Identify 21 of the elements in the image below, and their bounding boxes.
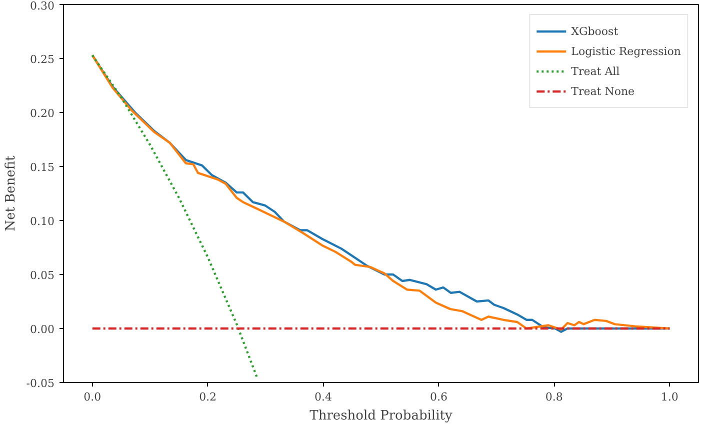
x-tick-label: 0.4 (314, 390, 332, 404)
x-tick-label: 0.0 (84, 390, 102, 404)
x-tick-label: 0.2 (199, 390, 217, 404)
y-tick-label: -0.05 (26, 377, 55, 390)
y-tick-label: 0.15 (30, 161, 55, 174)
y-tick-label: 0.10 (30, 215, 55, 228)
y-tick-label: 0.05 (30, 269, 55, 282)
x-tick-label: 1.0 (660, 390, 678, 404)
x-tick-label: 0.8 (545, 390, 563, 404)
legend-label: XGboost (571, 24, 618, 38)
y-tick-label: 0.25 (30, 53, 55, 66)
line-series (91, 54, 258, 378)
legend-label: Treat All (571, 64, 620, 78)
x-axis-title: Threshold Probability (310, 408, 453, 424)
y-axis-title: Net Benefit (3, 154, 18, 232)
x-tick-label: 0.6 (430, 390, 448, 404)
y-tick-label: 0.20 (30, 107, 55, 120)
y-tick-label: 0.30 (30, 0, 55, 12)
legend-label: Logistic Regression (571, 44, 681, 58)
legend-label: Treat None (571, 84, 635, 98)
y-tick-label: 0.00 (30, 323, 55, 336)
